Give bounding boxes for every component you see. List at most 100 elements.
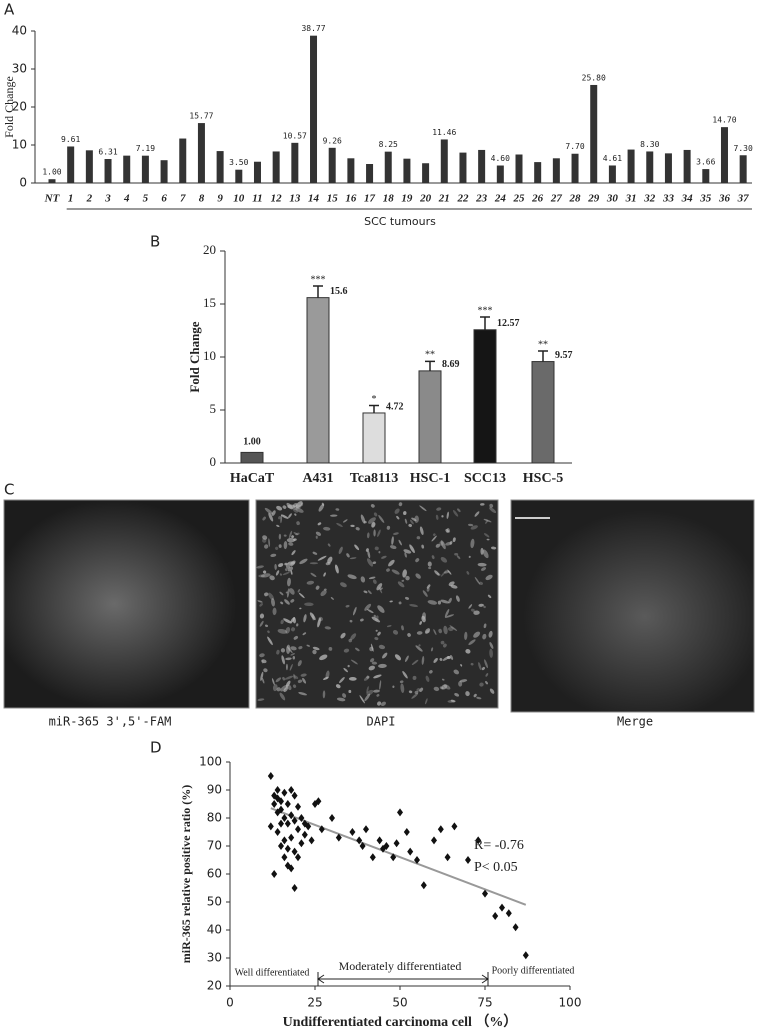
x-tick-label: Tca8113 [350,471,399,486]
point [288,811,295,820]
y-tick-label: 10 [203,348,216,363]
nucleus [288,513,292,518]
nucleus [389,545,397,550]
nucleus [397,581,405,588]
nucleus [292,508,299,513]
nucleus [275,677,282,683]
x-tick-label: 6 [161,193,167,205]
nucleus [440,640,445,645]
nucleus [293,538,297,541]
nucleus [265,624,269,628]
nucleus [468,639,476,646]
nucleus [366,558,374,567]
point [267,772,274,780]
nucleus [484,659,489,669]
nucleus [350,659,358,665]
nucleus [370,504,375,508]
nucleus [407,633,411,637]
bar [646,151,654,183]
nucleus [442,656,450,661]
nucleus [445,541,452,546]
nucleus [414,515,419,523]
nucleus [404,655,409,662]
nucleus [280,601,284,605]
nucleus [468,523,474,527]
nucleus [481,666,486,671]
nucleus [464,631,468,640]
point [512,923,519,932]
y-tick-label: 80 [207,811,222,825]
value-label: 1.00 [243,437,261,448]
nucleus [295,507,304,513]
x-tick-label: 3 [104,193,111,205]
nucleus [391,536,394,545]
bar [478,149,486,183]
nucleus [355,527,360,531]
nucleus [392,629,399,635]
x-tick-label: HSC-1 [410,471,450,486]
bar [440,139,448,183]
value-label: 38.77 [301,24,325,33]
panel-label: C [4,481,14,499]
x-tick-label: 25 [513,193,526,205]
nucleus [371,661,378,665]
point [420,881,427,890]
trend-line [270,807,527,906]
nucleus [257,600,263,603]
y-tick-label: 100 [199,755,222,769]
point [465,856,471,864]
nucleus [340,582,347,588]
bar [104,159,112,183]
nucleus [427,600,438,605]
value-label: 11.46 [432,128,456,137]
point [281,788,288,797]
x-tick-label: 31 [625,193,637,205]
nucleus [312,649,317,655]
nucleus [288,530,293,539]
nucleus [276,687,281,692]
nucleus [290,646,297,651]
bar [515,154,523,183]
nucleus [435,543,441,548]
nucleus [315,535,318,539]
nucleus [470,662,474,666]
nucleus [279,573,283,576]
point [291,816,298,825]
error-bar [538,350,548,362]
nucleus [290,599,295,603]
point [308,836,315,845]
nucleus [261,659,267,664]
value-label: 8.69 [442,359,460,370]
nucleus [402,569,407,578]
point [451,822,458,831]
value-label: 4.72 [386,401,404,412]
nucleus [355,647,360,652]
nucleus [418,644,421,647]
nucleus [292,502,298,508]
bar [310,35,318,184]
nucleus [473,610,480,615]
point [407,847,414,856]
nucleus [279,692,286,701]
nucleus [298,692,308,696]
nucleus [449,540,453,545]
y-axis-title: miR-365 relative positive ratio (%) [179,785,193,963]
bar [272,151,280,183]
nucleus [483,518,492,523]
nucleus [260,573,271,578]
nucleus [440,569,448,577]
nucleus [482,633,487,640]
point [278,842,284,850]
bar [571,153,579,183]
nucleus [386,625,392,628]
value-label: 15.6 [330,286,348,297]
nucleus [403,511,407,516]
nucleus [405,596,410,600]
nucleus [278,515,281,520]
y-tick-label: 0 [210,454,217,469]
nucleus [411,517,417,522]
nucleus [297,660,302,667]
point [437,825,444,834]
nucleus [439,541,444,546]
